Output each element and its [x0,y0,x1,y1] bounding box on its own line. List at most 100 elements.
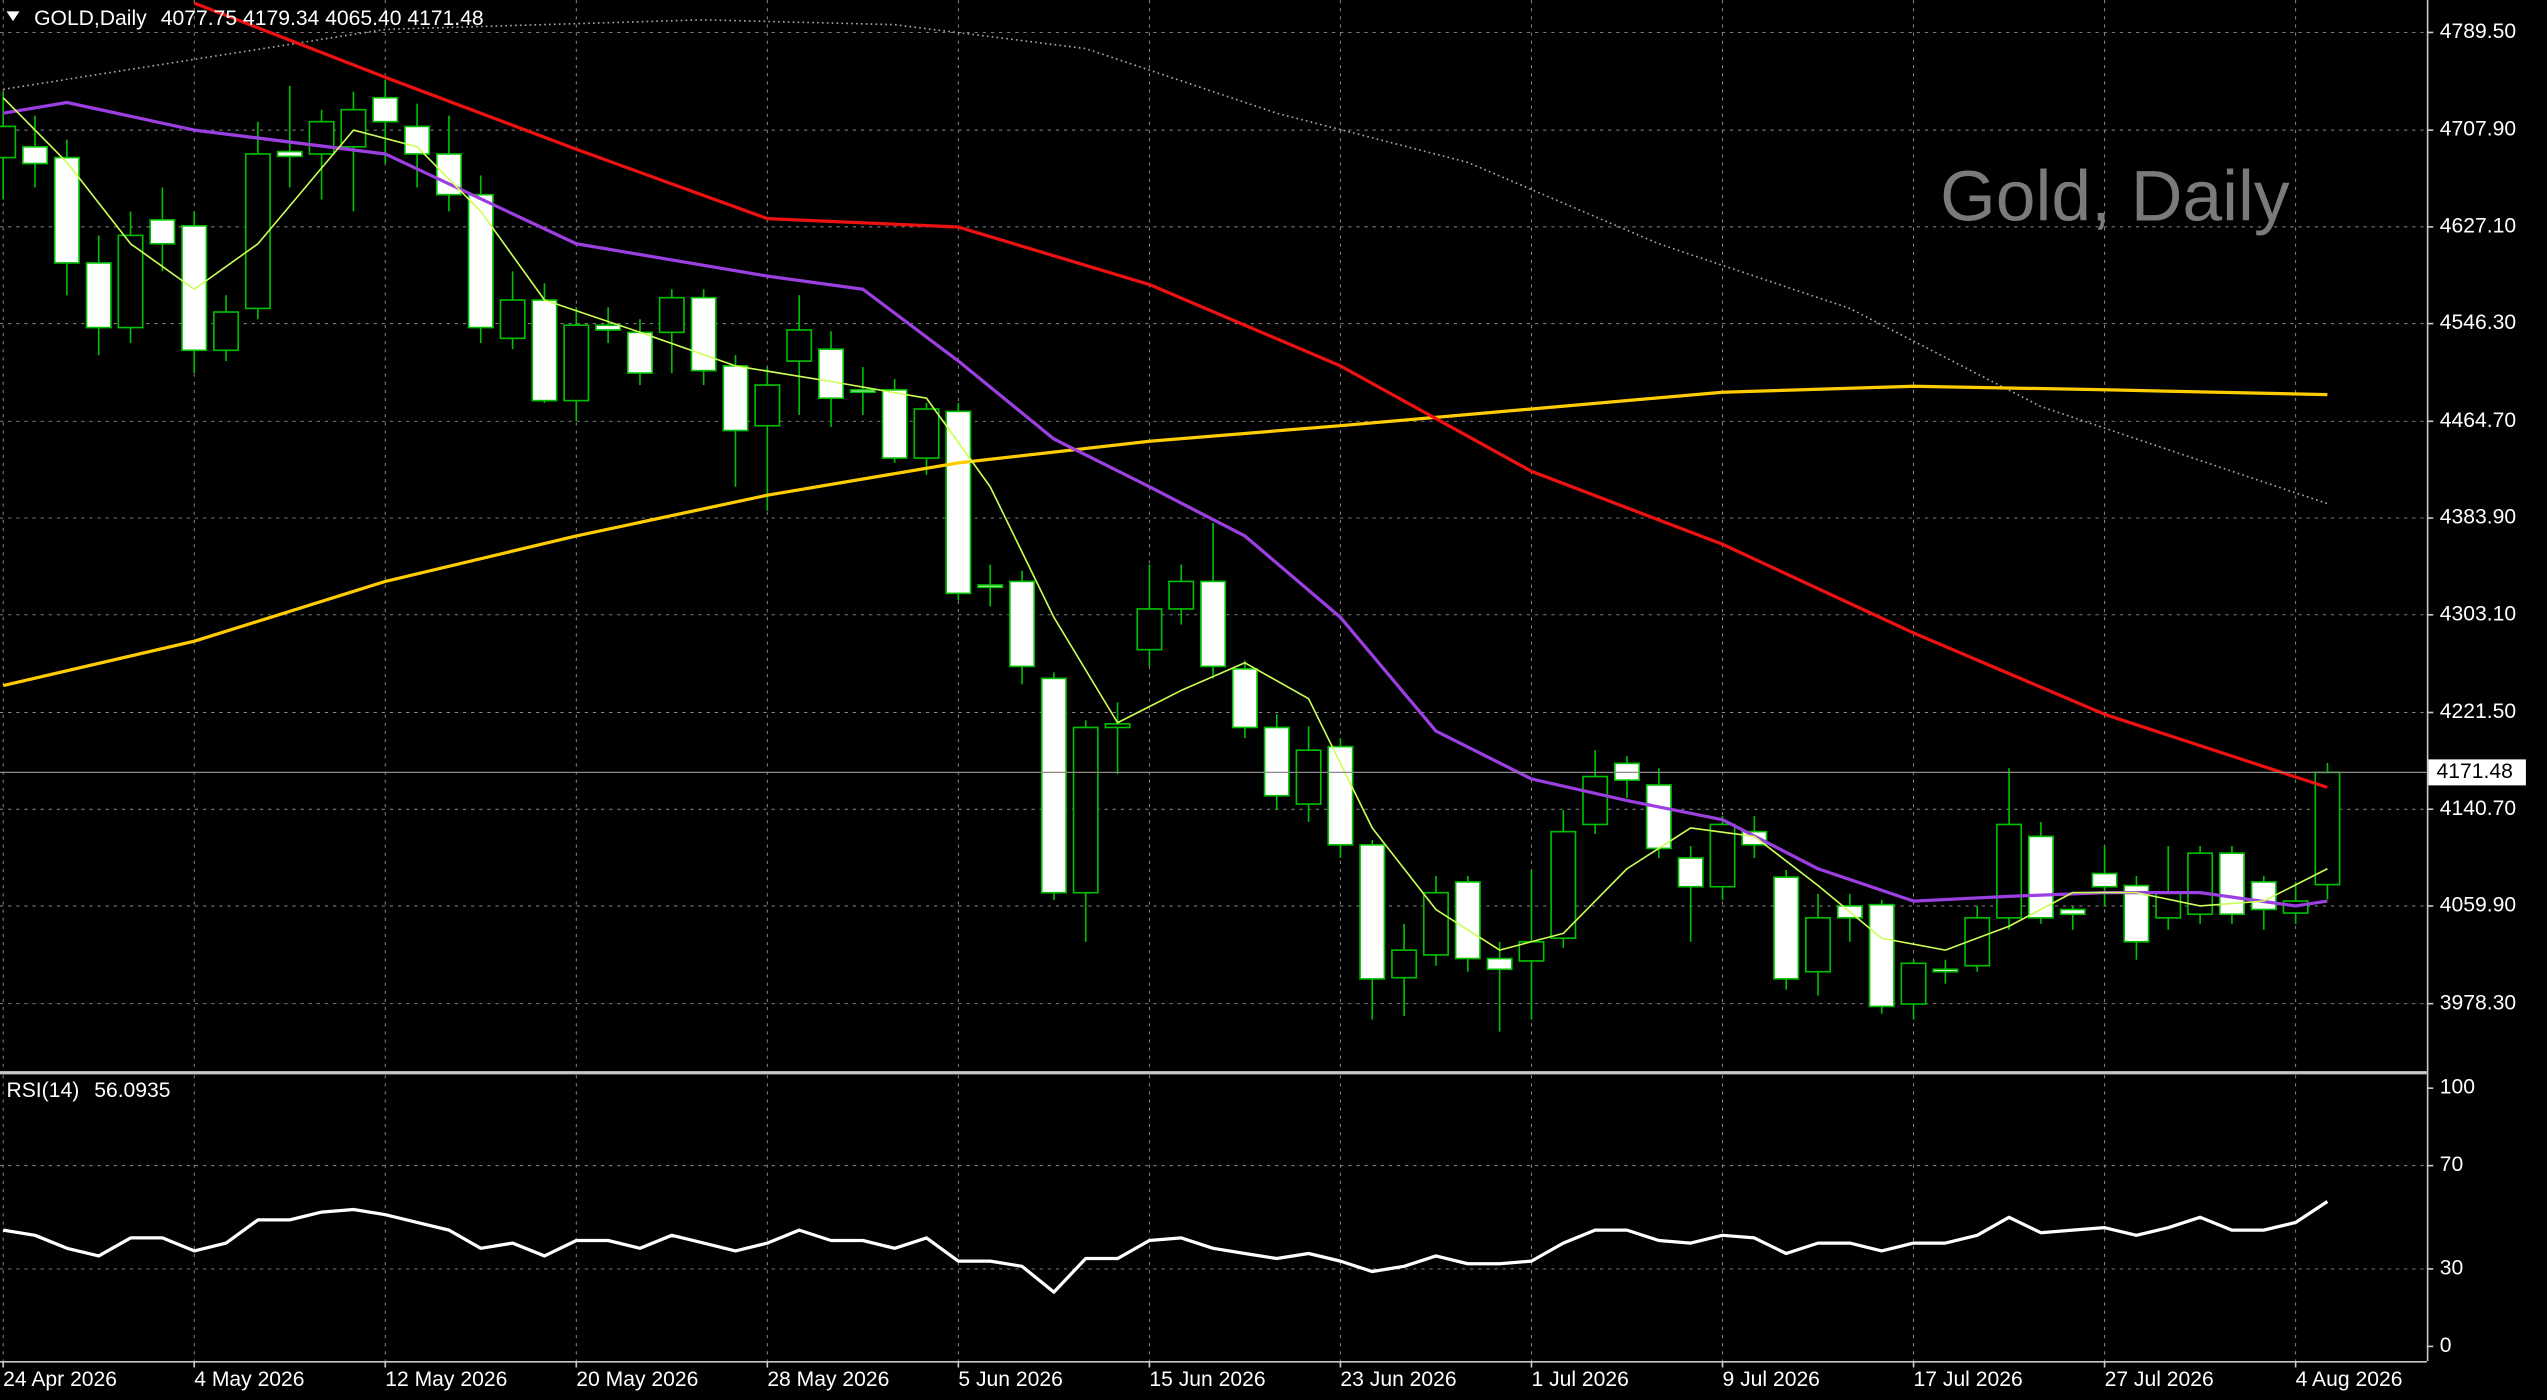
candle-body [1677,857,1704,888]
candle-body [1422,891,1449,956]
candle-body [2250,881,2277,911]
candle-body [1645,784,1672,850]
candle-body [467,193,494,329]
candle-body [308,120,335,155]
candle-body [977,584,1004,589]
candle-body [1391,949,1418,979]
y-tick-label: 4140.70 [2440,797,2516,820]
candle-body [690,296,717,372]
x-tick-label: 23 Jun 2026 [1340,1368,1456,1391]
rsi-value: 56.0935 [94,1079,170,1102]
watermark: Gold, Daily [1940,156,2290,236]
candle-body [595,324,622,331]
candle-body [1486,957,1513,971]
x-tick-label: 24 Apr 2026 [3,1368,117,1391]
y-tick-label: 4383.90 [2440,506,2516,529]
symbol-label: GOLD,Daily [34,7,147,30]
y-tick-label: 4627.10 [2440,214,2516,237]
rsi-line [2,1200,2329,1294]
candle-body [2059,908,2086,916]
x-tick-label: 4 Aug 2026 [2296,1368,2403,1391]
x-tick-label: 15 Jun 2026 [1149,1368,1265,1391]
rsi-pane [2,1200,2329,1294]
candle-body [2091,872,2118,888]
x-tick-label: 20 May 2026 [576,1368,698,1391]
candle-body [117,234,144,329]
candle-body [786,329,813,362]
rsi-tick-label: 30 [2440,1257,2463,1280]
x-tick-label: 12 May 2026 [385,1368,507,1391]
moving-average [2,100,2328,908]
ohlc-label: 4077.75 4179.34 4065.40 4171.48 [161,7,484,30]
candle-body [722,365,749,432]
candle-body [181,224,208,352]
y-tick-label: 4303.10 [2440,602,2516,625]
rsi-name: RSI(14) [6,1079,79,1102]
candle-body [213,311,240,352]
candle-body [658,296,685,334]
candle-body [1359,843,1386,980]
candle-body [372,96,399,123]
moving-average [193,1,2328,789]
candle-body [1231,667,1258,729]
x-tick-label: 17 Jul 2026 [1914,1368,2023,1391]
candle-body [404,125,431,155]
rsi-tick-label: 100 [2440,1076,2475,1099]
last-price-label: 4171.48 [2437,760,2513,783]
candle-body [531,299,558,402]
last-price-box [2428,759,2526,786]
candle-body [1072,726,1099,894]
candle-body [149,219,176,245]
y-tick-label: 3978.30 [2440,991,2516,1014]
candle-body [2314,771,2341,886]
candle-body [1104,723,1131,729]
candle-body [499,299,526,340]
x-tick-label: 28 May 2026 [767,1368,889,1391]
x-tick-label: 1 Jul 2026 [1531,1368,1628,1391]
candle-body [53,156,80,264]
candle-body [754,384,781,427]
candle-body [244,153,271,310]
y-tick-label: 4546.30 [2440,311,2516,334]
candle-body [1773,876,1800,980]
candle-body [1327,745,1354,846]
candle-body [881,389,908,459]
moving-average [2,384,2328,688]
candle-body [1263,726,1290,797]
candle-body [2187,852,2214,916]
rsi-tick-label: 70 [2440,1153,2463,1176]
y-tick-label: 4707.90 [2440,118,2516,141]
moving-average [2,97,2328,951]
candle-body [1168,580,1195,610]
x-tick-label: 27 Jul 2026 [2105,1368,2214,1391]
y-tick-label: 4221.50 [2440,700,2516,723]
rsi-tick-label: 0 [2440,1334,2452,1357]
candle-body [22,145,49,165]
grid [0,0,2427,1362]
candle-body [1550,830,1577,940]
candle-body [1200,580,1227,668]
candle-body [1295,749,1322,805]
candle-body [1805,917,1832,973]
x-tick-label: 5 Jun 2026 [958,1368,1062,1391]
candle-body [945,410,972,595]
y-tick-label: 4789.50 [2440,20,2516,43]
candle-body [1582,775,1609,826]
candle-body [818,348,845,400]
candle-body [1454,881,1481,960]
candle-body [1868,903,1895,1008]
candle-body [2155,891,2182,919]
candle-body [626,331,653,374]
candle-body [1900,962,1927,1005]
collapse-icon[interactable] [6,11,20,22]
y-tick-label: 4464.70 [2440,409,2516,432]
candle-body [1709,823,1736,888]
candle-body [563,324,590,402]
candle-body [913,408,940,459]
candle-body [276,150,303,158]
x-tick-label: 4 May 2026 [194,1368,304,1391]
candle-body [849,389,876,394]
candle-body [1040,677,1067,894]
